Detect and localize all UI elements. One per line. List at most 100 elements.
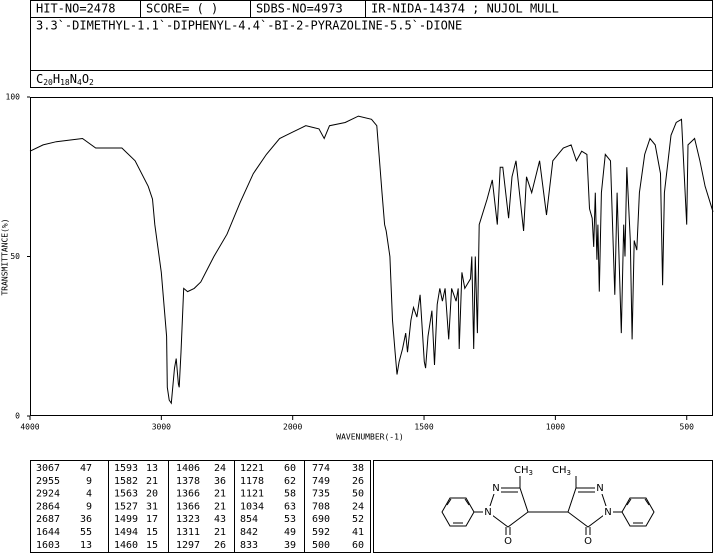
header-box (30, 0, 713, 88)
peak-transmittance: 50 (352, 489, 364, 500)
peak-wavenumber: 1178 (240, 476, 264, 487)
peak-transmittance: 21 (214, 489, 226, 500)
peak-transmittance: 15 (146, 540, 158, 551)
peak-transmittance: 4 (86, 489, 92, 500)
peak-wavenumber: 2955 (36, 476, 60, 487)
peak-wavenumber: 1527 (114, 501, 138, 512)
peak-transmittance: 21 (146, 476, 158, 487)
peak-wavenumber: 1499 (114, 514, 138, 525)
atom: N (492, 483, 499, 494)
x-tick-label: 500 (680, 423, 695, 432)
atom-back (503, 535, 513, 547)
peak-wavenumber: 854 (240, 514, 258, 525)
peak-transmittance: 52 (352, 514, 364, 525)
score: SCORE= ( ) (146, 2, 218, 16)
peak-transmittance: 55 (80, 527, 92, 538)
plot-frame (30, 97, 713, 416)
peak-transmittance: 15 (146, 527, 158, 538)
bond (644, 498, 650, 506)
peak-wavenumber: 1644 (36, 527, 60, 538)
peak-wavenumber: 1582 (114, 476, 138, 487)
peak-transmittance: 26 (352, 476, 364, 487)
formula-sub: 2 (89, 78, 94, 87)
peak-wavenumber: 833 (240, 540, 258, 551)
peak-wavenumber: 1378 (176, 476, 200, 487)
peak-wavenumber: 1563 (114, 489, 138, 500)
peak-wavenumber: 1297 (176, 540, 200, 551)
peak-wavenumber: 735 (312, 489, 330, 500)
atom-back (595, 482, 605, 494)
bond (626, 498, 632, 506)
peak-transmittance: 62 (284, 476, 296, 487)
peak-transmittance: 9 (86, 501, 92, 512)
atom: O (504, 536, 512, 547)
peak-transmittance: 49 (284, 527, 296, 538)
atom-back (603, 506, 613, 518)
peak-wavenumber: 1323 (176, 514, 200, 525)
peak-wavenumber: 3067 (36, 463, 60, 474)
peak-transmittance: 13 (80, 540, 92, 551)
formula-part: N (70, 72, 77, 86)
method: IR-NIDA-14374 ; NUJOL MULL (371, 2, 559, 16)
peak-wavenumber: 500 (312, 540, 330, 551)
peak-transmittance: 58 (284, 489, 296, 500)
peak-wavenumber: 1121 (240, 489, 264, 500)
hit-no: HIT-NO=2478 (36, 2, 115, 16)
peak-transmittance: 17 (146, 514, 158, 525)
x-axis-label: WAVENUMBER(-1) (336, 433, 403, 442)
peak-transmittance: 53 (284, 514, 296, 525)
atom-back (491, 482, 501, 494)
structure-box (373, 460, 713, 553)
peak-transmittance: 36 (214, 476, 226, 487)
methyl-sub: 3 (529, 469, 533, 477)
peak-wavenumber: 708 (312, 501, 330, 512)
atom-back (583, 535, 593, 547)
x-tick-label: 4000 (20, 423, 39, 432)
formula-part: C (36, 72, 43, 86)
peak-transmittance: 39 (284, 540, 296, 551)
peak-wavenumber: 2864 (36, 501, 60, 512)
peak-transmittance: 63 (284, 501, 296, 512)
formula-sub: 20 (43, 78, 53, 87)
peak-wavenumber: 1311 (176, 527, 200, 538)
peak-wavenumber: 749 (312, 476, 330, 487)
peak-transmittance: 24 (214, 463, 226, 474)
y-tick-label: 0 (15, 412, 20, 421)
x-tick-label: 1500 (414, 423, 433, 432)
peak-wavenumber: 842 (240, 527, 258, 538)
peak-transmittance: 38 (352, 463, 364, 474)
formula-part: O (82, 72, 89, 86)
y-axis-label: TRANSMITTANCE(%) (1, 218, 10, 295)
peak-transmittance: 31 (146, 501, 158, 512)
atom: O (584, 536, 592, 547)
peak-wavenumber: 1034 (240, 501, 264, 512)
phenyl (621, 497, 655, 527)
peak-wavenumber: 1494 (114, 527, 138, 538)
formula: C20H18N4O2 (36, 72, 94, 87)
peak-wavenumber: 1460 (114, 540, 138, 551)
peak-transmittance: 20 (146, 489, 158, 500)
peak-wavenumber: 1406 (176, 463, 200, 474)
peak-transmittance: 21 (214, 527, 226, 538)
peak-transmittance: 41 (352, 527, 364, 538)
sdbs-no: SDBS-NO=4973 (256, 2, 343, 16)
atom-back (483, 506, 493, 518)
peak-wavenumber: 1366 (176, 489, 200, 500)
peak-wavenumber: 1603 (36, 540, 60, 551)
atom: N (604, 507, 611, 518)
y-tick-label: 50 (10, 252, 20, 261)
peak-wavenumber: 690 (312, 514, 330, 525)
peak-transmittance: 36 (80, 514, 92, 525)
peak-transmittance: 47 (80, 463, 92, 474)
structure-bonds (441, 476, 655, 537)
peak-transmittance: 60 (284, 463, 296, 474)
compound-name: 3.3`-DIMETHYL-1.1`-DIPHENYL-4.4`-BI-2-PY… (36, 19, 462, 33)
bond (464, 498, 470, 506)
atom: N (484, 507, 491, 518)
x-tick-label: 1000 (546, 423, 565, 432)
peak-transmittance: 60 (352, 540, 364, 551)
formula-part: H (53, 72, 60, 86)
methyl: CH3 (552, 465, 571, 477)
peak-wavenumber: 1221 (240, 463, 264, 474)
